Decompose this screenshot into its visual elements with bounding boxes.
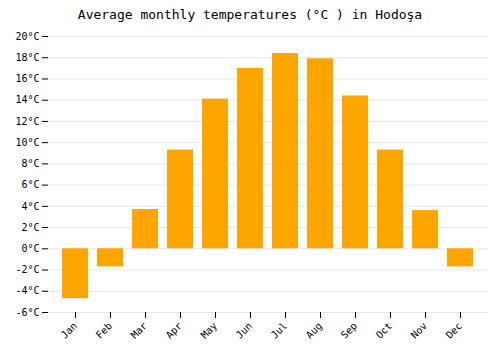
svg-text:Aug: Aug (304, 320, 325, 341)
svg-text:Feb: Feb (94, 320, 115, 341)
svg-text:Jul: Jul (269, 320, 290, 341)
svg-text:6°C: 6°C (21, 179, 39, 190)
svg-text:10°C: 10°C (15, 137, 39, 148)
svg-text:14°C: 14°C (15, 94, 39, 105)
svg-text:2°C: 2°C (21, 222, 39, 233)
svg-text:Sep: Sep (339, 320, 360, 341)
svg-text:Mar: Mar (129, 320, 150, 341)
svg-text:Apr: Apr (164, 320, 185, 341)
svg-text:Oct: Oct (374, 320, 395, 341)
svg-text:16°C: 16°C (15, 73, 39, 84)
svg-text:-4°C: -4°C (15, 285, 39, 296)
html-text:Average monthly temperatures (: Average monthly temperatures (°C ) in Ho… (77, 7, 423, 22)
svg-text:0°C: 0°C (21, 243, 39, 254)
svg-text:May: May (199, 320, 220, 341)
svg-text:Jan: Jan (59, 320, 80, 341)
svg-text:-2°C: -2°C (15, 264, 39, 275)
svg-text:Dec: Dec (444, 320, 465, 341)
svg-text:-6°C: -6°C (15, 307, 39, 318)
svg-text:Nov: Nov (409, 320, 430, 341)
svg-text:4°C: 4°C (21, 201, 39, 212)
svg-text:20°C: 20°C (15, 31, 39, 42)
svg-text:12°C: 12°C (15, 116, 39, 127)
svg-text:18°C: 18°C (15, 52, 39, 63)
svg-text:Jun: Jun (234, 320, 255, 341)
svg-text:8°C: 8°C (21, 158, 39, 169)
